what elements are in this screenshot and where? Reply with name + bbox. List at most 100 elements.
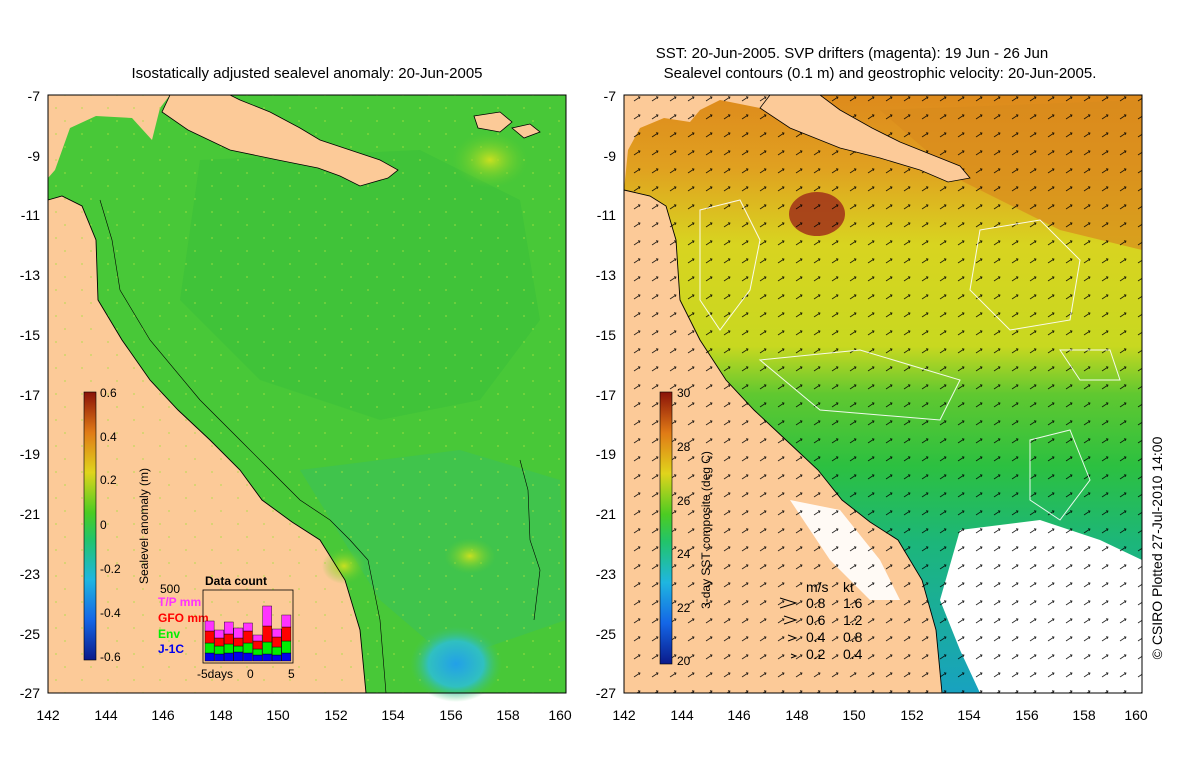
left-cbar-tick-6: -0.6 (100, 650, 121, 664)
left-lat-label: -17 (20, 387, 40, 403)
right-lon-label: 154 (957, 707, 981, 723)
left-high-anomaly-eddy (444, 538, 496, 574)
left-cbar-tick-4: -0.2 (100, 562, 121, 576)
left-lon-label: 146 (151, 707, 175, 723)
left-colorbar-label: Sealevel anomaly (m) (137, 468, 151, 584)
left-island-1 (473, 111, 513, 133)
data-count-bar-segment (252, 640, 263, 650)
right-lon-label: 160 (1124, 707, 1148, 723)
velocity-legend-ms-header: m/s (806, 579, 829, 595)
right-lon-label: 146 (727, 707, 751, 723)
data-count-inset: Data count 500 T/P mm GFO mm Env J-1C -5… (158, 574, 295, 681)
right-lat-label: -21 (596, 506, 616, 522)
right-velocity-arrows (624, 95, 1142, 693)
right-new-guinea-coast (759, 94, 971, 183)
data-count-bar-segment (204, 652, 215, 662)
velocity-row-1-ms: 0.6 (806, 612, 826, 628)
left-lat-label: -25 (20, 626, 40, 642)
left-lat-label: -9 (28, 148, 41, 164)
data-count-bar-segment (223, 621, 234, 635)
left-lon-label: 158 (496, 707, 520, 723)
right-plot-frame (623, 94, 1143, 694)
right-lon-axis: 142 144 146 148 150 152 154 156 158 160 (612, 707, 1148, 723)
data-count-bar-segment (272, 646, 282, 656)
data-count-bar-segment (262, 653, 272, 662)
right-lat-label: -15 (596, 327, 616, 343)
right-lon-label: 158 (1072, 707, 1096, 723)
left-lat-label: -13 (20, 267, 40, 283)
right-lat-label: -13 (596, 267, 616, 283)
data-count-bar-segment (214, 637, 224, 647)
left-lon-label: 156 (439, 707, 463, 723)
right-panel-title-line1: SST: 20-Jun-2005. SVP drifters (magenta)… (656, 45, 1048, 62)
left-altimeter-tracks (48, 95, 566, 693)
data-count-bar-segment (233, 645, 244, 653)
data-count-bar-segment (243, 622, 253, 632)
data-count-bar-segment (272, 628, 282, 638)
right-lat-label: -7 (604, 88, 617, 104)
left-lon-label: 144 (94, 707, 118, 723)
right-lat-label: -11 (597, 207, 616, 223)
right-colorbar-scale (659, 391, 673, 665)
right-lon-label: 144 (670, 707, 694, 723)
data-count-bar-segment (233, 627, 244, 639)
right-cbar-tick-1: 28 (677, 440, 691, 454)
left-lon-label: 154 (381, 707, 405, 723)
left-map-panel (47, 94, 567, 702)
data-count-bar-segment (281, 626, 292, 642)
right-lat-label: -23 (596, 566, 616, 582)
left-cbar-tick-1: 0.4 (100, 430, 117, 444)
left-panel-title: Isostatically adjusted sealevel anomaly:… (131, 65, 482, 82)
right-cbar-tick-3: 24 (677, 547, 691, 561)
right-lat-label: -9 (604, 148, 617, 164)
right-cbar-tick-4: 22 (677, 601, 691, 615)
left-cbar-tick-0: 0.6 (100, 386, 117, 400)
left-island-2 (511, 123, 541, 139)
data-count-bar-segment (243, 630, 253, 644)
data-count-bar-segment (262, 641, 272, 655)
data-count-bar-segment (252, 634, 263, 642)
velocity-legend: m/s kt 0.8 1.6 0.6 1.2 0.4 0.8 0.2 0.4 (779, 579, 863, 662)
legend-env: Env (158, 627, 180, 641)
right-lon-label: 156 (1015, 707, 1039, 723)
right-lon-label: 148 (785, 707, 809, 723)
data-count-bar-segment (214, 645, 224, 655)
data-count-bar-segment (204, 642, 215, 654)
velocity-row-0-kt: 1.6 (843, 595, 863, 611)
left-lat-label: -15 (20, 327, 40, 343)
data-count-x-label-1: 0 (247, 667, 254, 681)
left-lat-label: -7 (28, 88, 41, 104)
data-count-bar-segment (223, 633, 234, 645)
left-lat-label: -11 (21, 207, 40, 223)
right-map-panel (623, 94, 1143, 694)
right-lon-label: 142 (612, 707, 636, 723)
velocity-legend-kt-header: kt (843, 579, 854, 595)
legend-j1c: J-1C (158, 642, 184, 656)
velocity-row-2-kt: 0.8 (843, 629, 863, 645)
data-count-bar-segment (204, 620, 215, 632)
right-lat-label: -27 (596, 685, 616, 701)
right-lat-label: -25 (596, 626, 616, 642)
velocity-row-3-kt: 0.4 (843, 646, 863, 662)
velocity-arrow-icon-0.6 (783, 615, 798, 625)
left-colorbar-scale (83, 391, 97, 661)
data-count-bar-segment (204, 630, 215, 644)
left-colorbar: 0.6 0.4 0.2 0 -0.2 -0.4 -0.6 Sealevel an… (83, 386, 151, 664)
right-lat-label: -17 (596, 387, 616, 403)
right-cbar-tick-2: 26 (677, 494, 691, 508)
data-count-bar-segment (272, 654, 282, 662)
data-count-bar-segment (281, 614, 292, 628)
data-count-bar-segment (214, 629, 224, 639)
credit-text: © CSIRO Plotted 27-Jul-2010 14:00 (1149, 436, 1165, 659)
left-australia-coast (47, 195, 367, 694)
data-count-scale-label: 500 (160, 582, 180, 596)
left-high-anomaly-eddy-2 (322, 548, 366, 584)
left-lat-label: -19 (20, 446, 40, 462)
data-count-bar-segment (252, 654, 263, 662)
velocity-row-0-ms: 0.8 (806, 595, 826, 611)
data-count-bar-segment (281, 640, 292, 654)
left-lon-label: 142 (36, 707, 60, 723)
velocity-arrow-icon-0.8 (779, 597, 798, 609)
data-count-bar-segment (243, 642, 253, 654)
